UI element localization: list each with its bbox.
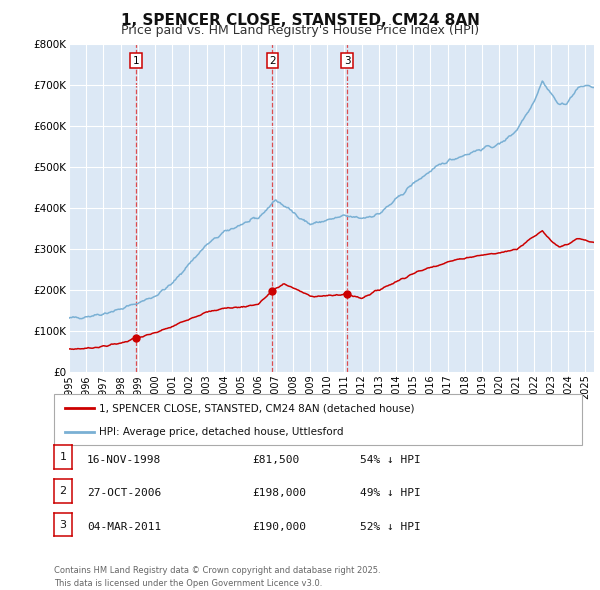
Text: 2: 2 — [59, 486, 67, 496]
Text: Price paid vs. HM Land Registry's House Price Index (HPI): Price paid vs. HM Land Registry's House … — [121, 24, 479, 37]
Text: 1: 1 — [59, 453, 67, 462]
Text: £81,500: £81,500 — [252, 455, 299, 464]
Text: 49% ↓ HPI: 49% ↓ HPI — [360, 489, 421, 498]
Text: 1, SPENCER CLOSE, STANSTED, CM24 8AN (detached house): 1, SPENCER CLOSE, STANSTED, CM24 8AN (de… — [99, 403, 415, 413]
Text: £198,000: £198,000 — [252, 489, 306, 498]
Text: 16-NOV-1998: 16-NOV-1998 — [87, 455, 161, 464]
Text: 27-OCT-2006: 27-OCT-2006 — [87, 489, 161, 498]
Text: 52% ↓ HPI: 52% ↓ HPI — [360, 522, 421, 532]
Text: £190,000: £190,000 — [252, 522, 306, 532]
Text: 04-MAR-2011: 04-MAR-2011 — [87, 522, 161, 532]
Text: 54% ↓ HPI: 54% ↓ HPI — [360, 455, 421, 464]
FancyBboxPatch shape — [54, 394, 582, 445]
Text: HPI: Average price, detached house, Uttlesford: HPI: Average price, detached house, Uttl… — [99, 428, 343, 437]
Text: 3: 3 — [344, 55, 350, 65]
Text: Contains HM Land Registry data © Crown copyright and database right 2025.
This d: Contains HM Land Registry data © Crown c… — [54, 566, 380, 588]
Text: 1, SPENCER CLOSE, STANSTED, CM24 8AN: 1, SPENCER CLOSE, STANSTED, CM24 8AN — [121, 13, 479, 28]
Text: 2: 2 — [269, 55, 276, 65]
Text: 1: 1 — [133, 55, 139, 65]
Text: 3: 3 — [59, 520, 67, 529]
